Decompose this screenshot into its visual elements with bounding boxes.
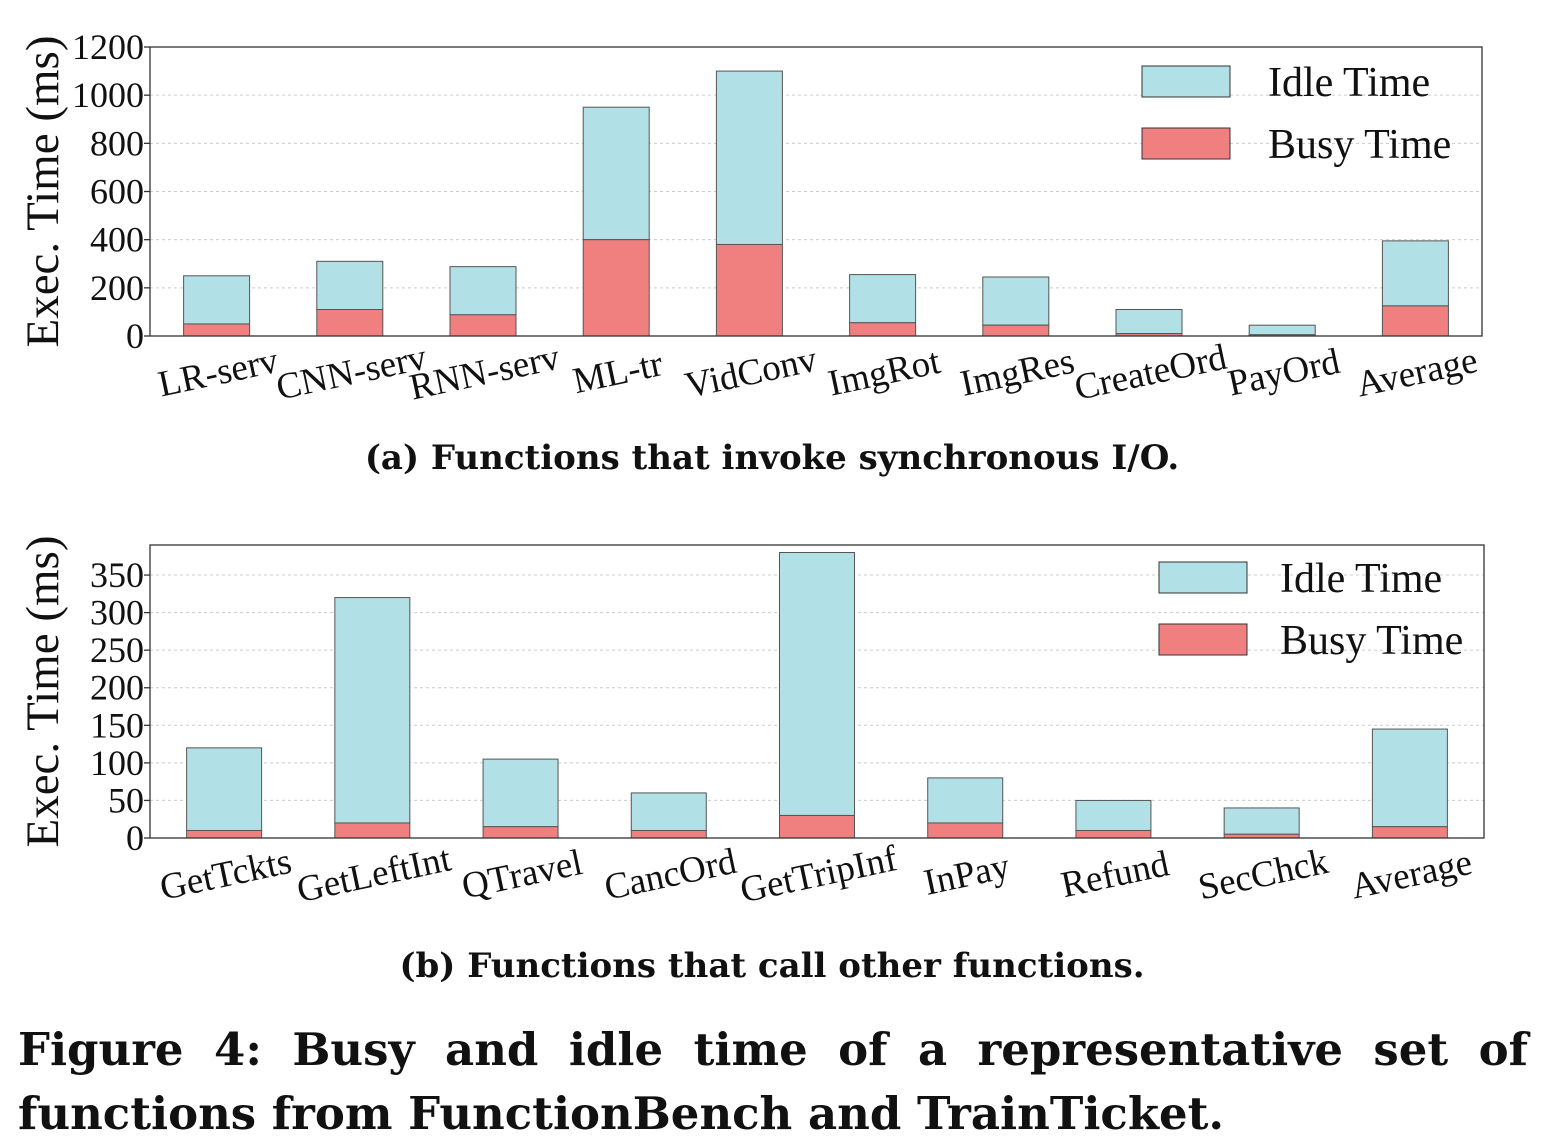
y-tick-label: 50 (108, 780, 144, 820)
bar-idle-inpay (927, 777, 1004, 824)
x-tick-label: Average (1347, 842, 1475, 908)
x-tick-label: GetTripInf (737, 838, 902, 911)
y-tick-label: 200 (90, 268, 144, 308)
legend-swatch (1158, 623, 1248, 656)
chart-b-caption: (b) Functions that call other functions. (399, 946, 1145, 986)
y-tick-label: 100 (90, 743, 144, 783)
y-tick-label: 0 (126, 818, 144, 858)
bar-busy-inpay (927, 822, 1004, 839)
x-tick-label: ImgRes (957, 341, 1078, 405)
bar-idle-vidconv (715, 70, 783, 245)
y-tick-label: 600 (90, 172, 144, 212)
bar-busy-getleftint (334, 822, 411, 839)
bar-idle-payord (1248, 324, 1316, 336)
bar-idle-secchck (1223, 807, 1300, 835)
y-tick-label: 0 (126, 316, 144, 356)
chart-a-caption: (a) Functions that invoke synchronous I/… (364, 438, 1180, 478)
y-tick-label: 150 (90, 705, 144, 745)
bar-busy-average (1371, 826, 1448, 839)
x-tick-label: SecChck (1195, 841, 1333, 909)
bar-idle-cnn-serv (316, 260, 384, 311)
y-tick-label: 350 (90, 555, 144, 595)
x-tick-label: CancOrd (601, 841, 741, 909)
plot-frame (149, 544, 1485, 839)
y-tick-label: 200 (90, 668, 144, 708)
bar-busy-rnn-serv (449, 314, 517, 337)
bar-idle-gettckts (186, 747, 263, 831)
bar-idle-average (1371, 728, 1448, 828)
figure-caption: Figure 4: Busy and idle time of a repres… (18, 1023, 1528, 1140)
x-tick-label: VidConv (681, 339, 821, 407)
y-tick-label: 1200 (72, 27, 144, 67)
legend-label: Busy Time (1268, 122, 1451, 168)
x-tick-label: PayOrd (1224, 341, 1344, 405)
bar-busy-cnn-serv (316, 309, 384, 337)
bar-idle-createord (1115, 309, 1183, 335)
bar-idle-imgres (982, 276, 1050, 326)
bar-busy-gettripinf (779, 814, 855, 839)
x-tick-label: GetTckts (156, 841, 295, 909)
bar-idle-qtravel (482, 758, 559, 828)
x-tick-label: QTravel (458, 842, 586, 907)
x-tick-label: CreateOrd (1071, 337, 1231, 409)
bar-idle-lr-serv (183, 275, 251, 325)
x-tick-label: ImgRot (825, 341, 945, 405)
bar-busy-lr-serv (183, 323, 251, 337)
y-tick-label: 250 (90, 630, 144, 670)
x-tick-label: RNN-serv (406, 337, 564, 409)
y-tick-label: 400 (90, 220, 144, 260)
legend-label: Busy Time (1280, 618, 1463, 664)
bar-idle-refund (1075, 799, 1152, 831)
bar-busy-qtravel (482, 826, 559, 839)
y-axis-label: Exec. Time (ms) (17, 535, 69, 847)
bar-busy-gettckts (186, 829, 263, 839)
bar-busy-imgres (982, 324, 1050, 337)
bar-idle-gettripinf (779, 552, 855, 816)
bar-busy-average (1381, 305, 1449, 337)
bar-idle-imgrot (849, 274, 917, 324)
bar-idle-cancord (630, 792, 707, 831)
y-tick-label: 300 (90, 593, 144, 633)
x-tick-label: LR-serv (155, 340, 283, 405)
y-tick-label: 1000 (72, 75, 144, 115)
x-tick-label: GetLeftInt (293, 838, 455, 911)
bar-idle-ml-tr (582, 106, 650, 241)
legend-swatch (1158, 561, 1248, 594)
x-tick-label: InPay (920, 846, 1013, 904)
x-tick-label: Refund (1058, 843, 1174, 906)
bar-busy-ml-tr (582, 239, 650, 337)
legend-swatch (1141, 65, 1231, 98)
y-tick-label: 800 (90, 123, 144, 163)
x-tick-label: Average (1353, 340, 1481, 406)
bar-idle-getleftint (334, 597, 411, 824)
bar-busy-refund (1075, 829, 1152, 839)
x-tick-label: ML-tr (569, 343, 666, 402)
bar-busy-cancord (630, 829, 707, 839)
bar-busy-imgrot (849, 322, 917, 337)
bar-idle-rnn-serv (449, 266, 517, 316)
legend-label: Idle Time (1268, 60, 1430, 106)
y-axis-label: Exec. Time (ms) (17, 35, 69, 347)
bar-idle-average (1381, 240, 1449, 307)
legend-swatch (1141, 127, 1231, 160)
legend-label: Idle Time (1280, 556, 1442, 602)
bar-busy-vidconv (715, 243, 783, 337)
